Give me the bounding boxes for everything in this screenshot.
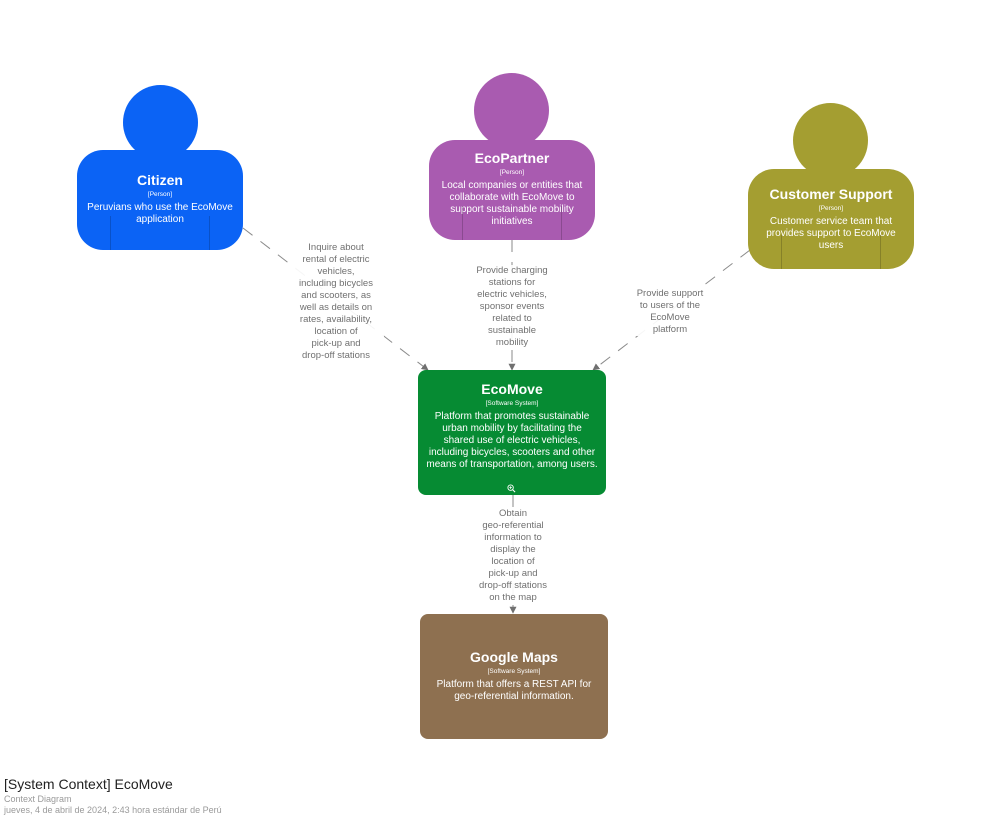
leg-divider xyxy=(110,216,111,250)
person-body: EcoPartner [Person] Local companies or e… xyxy=(429,140,595,240)
node-type: [Person] xyxy=(818,205,844,212)
zoom-in-icon[interactable] xyxy=(507,484,516,493)
node-type: [Person] xyxy=(499,169,525,176)
person-head-icon xyxy=(474,73,549,148)
diagram-title: [System Context] EcoMove xyxy=(4,776,173,792)
node-description: Local companies or entities that collabo… xyxy=(441,180,583,227)
node-description: Platform that offers a REST API for geo-… xyxy=(436,679,592,702)
person-head-icon xyxy=(123,85,198,160)
diagram-timestamp: jueves, 4 de abril de 2024, 2:43 hora es… xyxy=(4,805,222,815)
node-description: Platform that promotes sustainable urban… xyxy=(426,411,598,470)
node-title: EcoMove xyxy=(481,381,543,397)
node-title: Google Maps xyxy=(470,649,558,665)
edge-label-support-ecomove: Provide support to users of the EcoMove … xyxy=(625,288,715,336)
node-type: [Software System] xyxy=(485,400,539,407)
leg-divider xyxy=(880,235,881,269)
leg-divider xyxy=(781,235,782,269)
node-title: EcoPartner xyxy=(474,150,550,166)
node-title: Citizen xyxy=(137,172,183,188)
person-body: Citizen [Person] Peruvians who use the E… xyxy=(77,150,243,250)
edge-label-partner-ecomove: Provide charging stations for electric v… xyxy=(463,265,561,349)
diagram-subtitle: Context Diagram xyxy=(4,794,72,804)
system-ecomove[interactable]: EcoMove [Software System] Platform that … xyxy=(418,370,606,495)
leg-divider xyxy=(209,216,210,250)
node-title: Customer Support xyxy=(769,186,893,202)
person-head-icon xyxy=(793,103,868,178)
leg-divider xyxy=(561,206,562,240)
node-type: [Person] xyxy=(147,191,173,198)
node-description: Peruvians who use the EcoMove applicatio… xyxy=(87,202,233,225)
edge-label-citizen-ecomove: Inquire about rental of electric vehicle… xyxy=(288,242,384,362)
node-type: [Software System] xyxy=(487,668,541,675)
edge-label-ecomove-google: Obtain geo-referential information to di… xyxy=(465,508,561,604)
person-body: Customer Support [Person] Customer servi… xyxy=(748,169,914,269)
node-description: Customer service team that provides supp… xyxy=(766,216,896,251)
leg-divider xyxy=(462,206,463,240)
system-google-maps[interactable]: Google Maps [Software System] Platform t… xyxy=(420,614,608,739)
